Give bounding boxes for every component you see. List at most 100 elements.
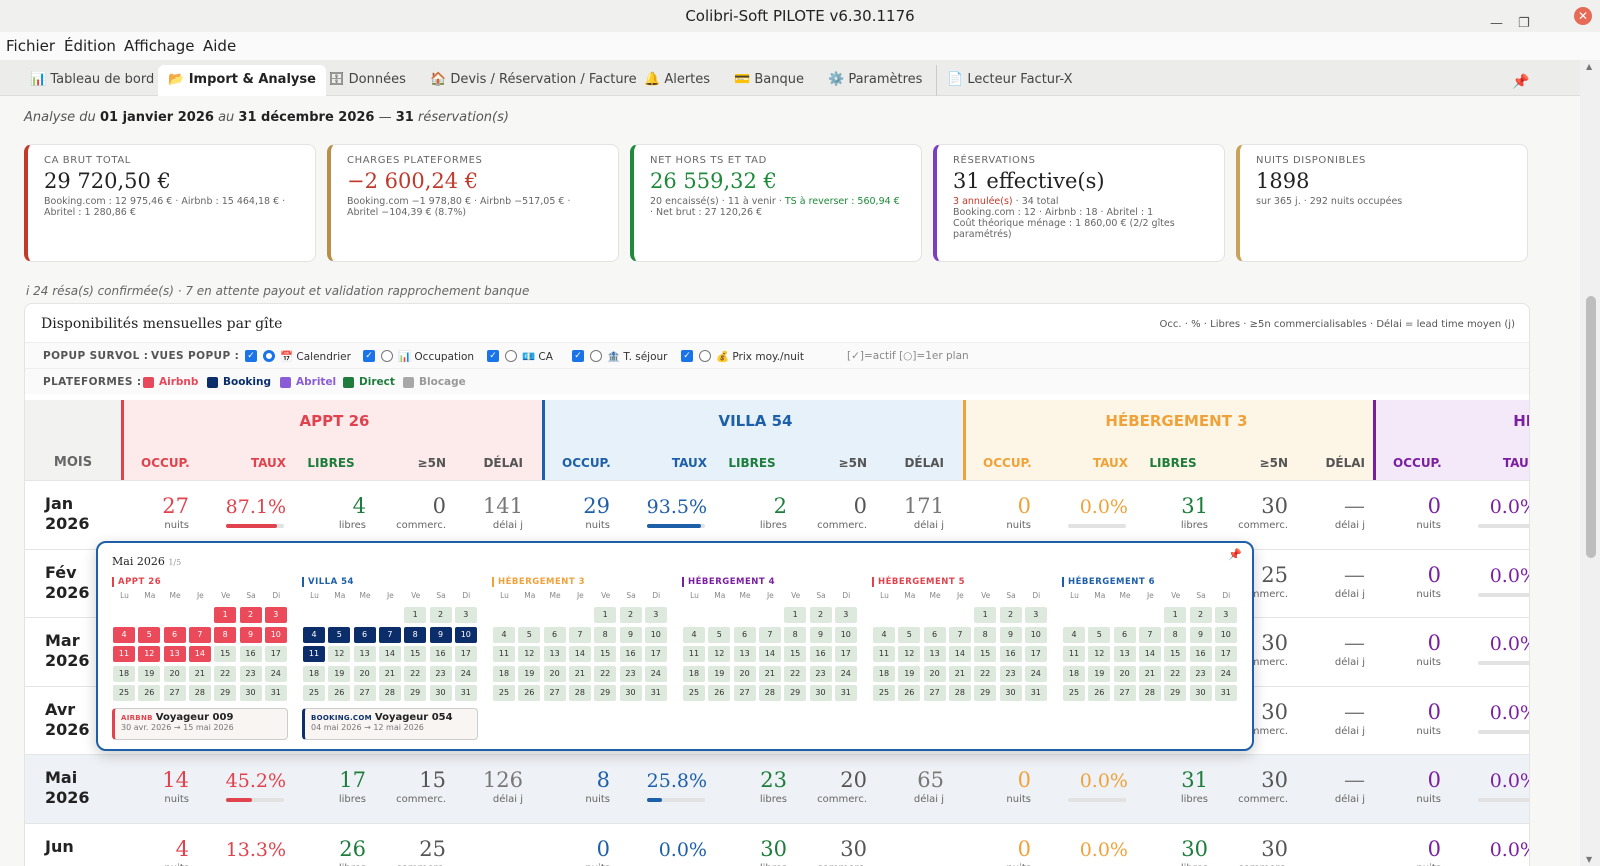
calendar-day[interactable]: 4 — [493, 626, 515, 643]
table-row[interactable] — [25, 754, 1529, 823]
calendar-day[interactable]: 9 — [999, 626, 1022, 643]
calendar-day[interactable]: 29 — [214, 685, 237, 701]
calendar-day[interactable]: 27 — [923, 685, 946, 701]
tab-parametres[interactable]: ⚙️ Paramètres — [828, 72, 923, 87]
calendar-day[interactable]: 15 — [784, 646, 807, 662]
calendar-day[interactable]: 1 — [594, 607, 617, 623]
calendar-day[interactable]: 28 — [758, 685, 781, 701]
calendar-day[interactable]: 26 — [138, 685, 161, 701]
calendar-day[interactable]: 27 — [1113, 685, 1136, 701]
calendar-day[interactable]: 1 — [1164, 607, 1187, 623]
reservation-card[interactable]: AIRBNB Voyageur 009 30 avr. 2026 → 15 mai … — [112, 708, 288, 740]
calendar-day[interactable]: 13 — [353, 646, 376, 662]
calendar-day[interactable]: 22 — [784, 665, 807, 682]
calendar-day[interactable]: 30 — [999, 685, 1022, 701]
calendar-day[interactable]: 24 — [834, 665, 857, 682]
view-occupation-radio[interactable] — [381, 350, 393, 362]
scroll-down-icon[interactable]: ▼ — [1586, 855, 1593, 864]
calendar-day[interactable]: 23 — [619, 665, 642, 682]
minimize-icon[interactable]: — — [1490, 16, 1503, 31]
calendar-day[interactable]: 11 — [873, 646, 895, 662]
calendar-day[interactable]: 16 — [999, 646, 1022, 662]
calendar-day[interactable]: 27 — [353, 685, 376, 701]
calendar-day[interactable]: 1 — [214, 607, 237, 623]
calendar-day[interactable]: 7 — [948, 626, 971, 643]
calendar-day[interactable]: 6 — [353, 626, 376, 643]
calendar-day[interactable]: 13 — [163, 646, 186, 662]
view-occupation-checkbox[interactable]: ✓ — [363, 350, 375, 362]
view-tsejour-radio[interactable] — [590, 350, 602, 362]
calendar-day[interactable]: 18 — [303, 665, 325, 682]
calendar-day[interactable]: 30 — [429, 685, 452, 701]
calendar-day[interactable]: 19 — [138, 665, 161, 682]
calendar-day[interactable]: 9 — [239, 626, 262, 643]
maximize-icon[interactable]: ❐ — [1518, 16, 1530, 31]
calendar-day[interactable]: 21 — [758, 665, 781, 682]
tab-tableau-de-bord[interactable]: 📊 Tableau de bord — [30, 72, 155, 87]
calendar-day[interactable]: 15 — [974, 646, 997, 662]
calendar-day[interactable]: 31 — [1214, 685, 1237, 701]
tab-devis-reservation-facture[interactable]: 🏠 Devis / Réservation / Facture — [430, 72, 637, 87]
calendar-day[interactable]: 18 — [873, 665, 895, 682]
calendar-day[interactable]: 20 — [353, 665, 376, 682]
calendar-day[interactable]: 31 — [1024, 685, 1047, 701]
calendar-day[interactable]: 24 — [1214, 665, 1237, 682]
calendar-day[interactable]: 19 — [1088, 665, 1111, 682]
calendar-day[interactable]: 5 — [898, 626, 921, 643]
table-row[interactable] — [25, 822, 1529, 866]
calendar-day[interactable]: 31 — [834, 685, 857, 701]
calendar-day[interactable]: 7 — [568, 626, 591, 643]
calendar-day[interactable]: 20 — [1113, 665, 1136, 682]
calendar-day[interactable]: 20 — [543, 665, 566, 682]
calendar-day[interactable]: 26 — [898, 685, 921, 701]
calendar-day[interactable]: 10 — [834, 626, 857, 643]
tab-alertes[interactable]: 🔔 Alertes — [644, 72, 711, 87]
calendar-day[interactable]: 24 — [1024, 665, 1047, 682]
calendar-day[interactable]: 15 — [404, 646, 427, 662]
calendar-day[interactable]: 8 — [214, 626, 237, 643]
scrollbar-thumb[interactable] — [1586, 296, 1596, 558]
calendar-day[interactable]: 8 — [404, 626, 427, 643]
calendar-day[interactable]: 22 — [974, 665, 997, 682]
calendar-day[interactable]: 28 — [568, 685, 591, 701]
calendar-day[interactable]: 12 — [708, 646, 731, 662]
calendar-day[interactable]: 28 — [948, 685, 971, 701]
calendar-day[interactable]: 16 — [239, 646, 262, 662]
calendar-day[interactable]: 23 — [809, 665, 832, 682]
calendar-day[interactable]: 8 — [784, 626, 807, 643]
calendar-day[interactable]: 29 — [594, 685, 617, 701]
calendar-day[interactable]: 17 — [834, 646, 857, 662]
calendar-day[interactable]: 16 — [429, 646, 452, 662]
calendar-day[interactable]: 4 — [873, 626, 895, 643]
calendar-day[interactable]: 11 — [303, 646, 325, 662]
calendar-day[interactable]: 8 — [594, 626, 617, 643]
calendar-day[interactable]: 30 — [809, 685, 832, 701]
calendar-day[interactable]: 31 — [454, 685, 477, 701]
calendar-day[interactable]: 15 — [594, 646, 617, 662]
calendar-day[interactable]: 15 — [1164, 646, 1187, 662]
calendar-day[interactable]: 26 — [1088, 685, 1111, 701]
calendar-day[interactable]: 22 — [1164, 665, 1187, 682]
calendar-day[interactable]: 26 — [518, 685, 541, 701]
calendar-day[interactable]: 10 — [454, 626, 477, 643]
calendar-day[interactable]: 9 — [429, 626, 452, 643]
calendar-day[interactable]: 10 — [1214, 626, 1237, 643]
calendar-day[interactable]: 3 — [264, 607, 287, 623]
calendar-day[interactable]: 2 — [619, 607, 642, 623]
view-ca-radio[interactable] — [505, 350, 517, 362]
calendar-day[interactable]: 13 — [733, 646, 756, 662]
view-ca-checkbox[interactable]: ✓ — [487, 350, 499, 362]
calendar-day[interactable]: 17 — [644, 646, 667, 662]
calendar-day[interactable]: 30 — [1189, 685, 1212, 701]
calendar-day[interactable]: 28 — [188, 685, 211, 701]
calendar-day[interactable]: 30 — [619, 685, 642, 701]
calendar-day[interactable]: 4 — [1063, 626, 1085, 643]
calendar-day[interactable]: 22 — [594, 665, 617, 682]
menu-affichage[interactable]: Affichage — [124, 37, 195, 55]
calendar-day[interactable]: 26 — [708, 685, 731, 701]
tab-import-analyse[interactable]: 📂 Import & Analyse — [158, 65, 326, 96]
calendar-day[interactable]: 9 — [809, 626, 832, 643]
pin-icon[interactable]: 📌 — [1512, 74, 1530, 90]
calendar-day[interactable]: 4 — [683, 626, 705, 643]
calendar-day[interactable]: 29 — [404, 685, 427, 701]
